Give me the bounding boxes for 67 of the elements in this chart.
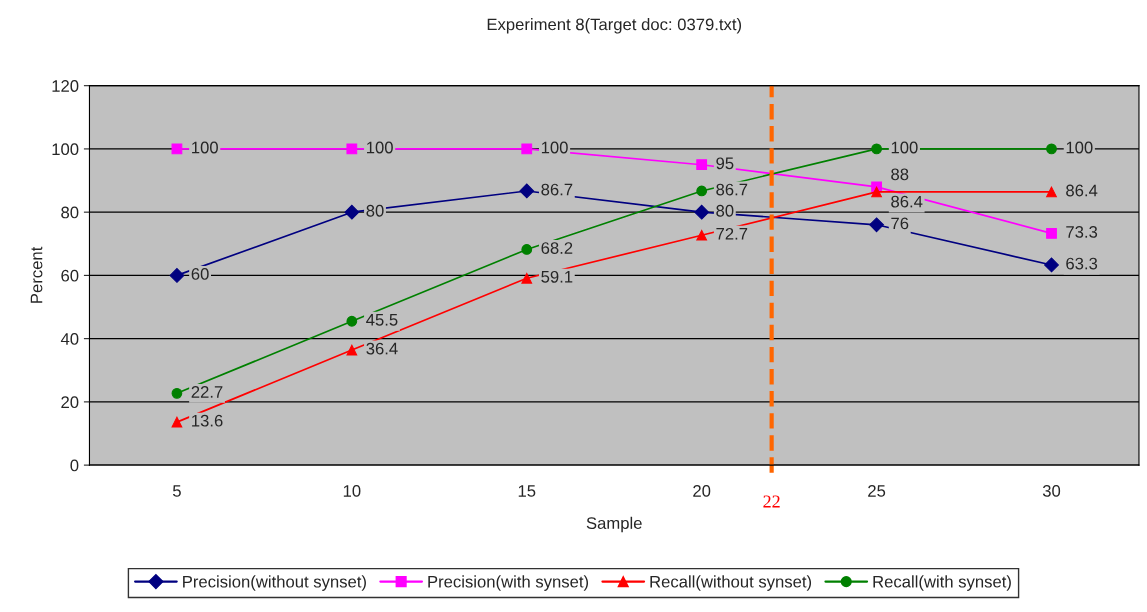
legend-label: Precision(with synset) bbox=[428, 575, 589, 591]
data-label: 86.4 bbox=[1066, 184, 1098, 197]
data-label: 68.2 bbox=[541, 242, 573, 254]
point bbox=[871, 186, 882, 198]
point bbox=[696, 159, 708, 171]
data-label: 86.7 bbox=[716, 183, 748, 196]
y-tick-label: 0 bbox=[70, 459, 79, 472]
point bbox=[169, 268, 185, 283]
data-label: 86.4 bbox=[891, 195, 923, 208]
x-axis-title: Sample bbox=[586, 516, 642, 533]
point bbox=[696, 229, 708, 241]
data-label: 13.6 bbox=[192, 414, 223, 427]
point bbox=[521, 272, 533, 284]
y-tick-label: 100 bbox=[52, 143, 79, 156]
data-label: 95 bbox=[716, 157, 734, 170]
y-tick-label: 20 bbox=[61, 396, 79, 409]
point bbox=[519, 183, 535, 199]
data-label: 63.3 bbox=[1066, 257, 1098, 270]
y-tick-label: 40 bbox=[60, 333, 79, 345]
point bbox=[346, 315, 358, 327]
y-tick-label: 120 bbox=[52, 80, 79, 92]
data-label: 60 bbox=[191, 268, 209, 280]
data-label: 100 bbox=[1066, 141, 1093, 154]
point bbox=[346, 143, 358, 155]
point bbox=[696, 185, 708, 197]
legend-label: Precision(without synset) bbox=[183, 575, 366, 591]
point bbox=[1046, 186, 1057, 198]
point bbox=[171, 387, 183, 399]
ref-line-label: 22 bbox=[763, 495, 780, 508]
data-label: 100 bbox=[891, 141, 918, 154]
point bbox=[346, 344, 358, 356]
data-label: 100 bbox=[192, 141, 218, 154]
point bbox=[171, 416, 183, 428]
point bbox=[694, 204, 710, 220]
point bbox=[344, 204, 360, 220]
data-label: 22.7 bbox=[191, 386, 223, 398]
y-tick-label: 60 bbox=[61, 269, 79, 282]
y-axis-title: Percent bbox=[30, 246, 43, 303]
data-label: 88 bbox=[891, 168, 909, 181]
data-label: 59.1 bbox=[541, 270, 573, 283]
x-tick-label: 30 bbox=[1042, 485, 1061, 497]
x-tick-label: 25 bbox=[868, 485, 886, 497]
point bbox=[1046, 143, 1057, 155]
point bbox=[521, 244, 533, 255]
data-label: 72.7 bbox=[716, 227, 748, 240]
x-tick-label: 15 bbox=[518, 485, 536, 497]
point bbox=[871, 143, 882, 155]
x-tick-label: 5 bbox=[172, 485, 181, 497]
y-tick-label: 80 bbox=[61, 206, 79, 219]
data-label: 76 bbox=[891, 217, 909, 230]
legend-label: Recall(with synset) bbox=[873, 575, 1011, 591]
data-label: 45.5 bbox=[366, 314, 398, 326]
data-label: 73.3 bbox=[1066, 226, 1098, 238]
x-tick-label: 10 bbox=[343, 485, 361, 497]
x-tick-label: 20 bbox=[693, 485, 711, 497]
data-label: 100 bbox=[367, 141, 393, 154]
data-label: 80 bbox=[366, 204, 384, 217]
chart-title: Experiment 8(Target doc: 0379.txt) bbox=[487, 18, 742, 34]
point bbox=[521, 143, 533, 155]
data-label: 100 bbox=[541, 141, 568, 154]
data-label: 36.4 bbox=[366, 342, 398, 355]
point bbox=[1044, 257, 1059, 273]
point bbox=[869, 217, 884, 233]
legend-label: Recall(without synset) bbox=[650, 575, 812, 591]
data-label: 80 bbox=[716, 204, 734, 217]
data-label: 86.7 bbox=[541, 183, 573, 196]
point bbox=[1046, 227, 1057, 239]
